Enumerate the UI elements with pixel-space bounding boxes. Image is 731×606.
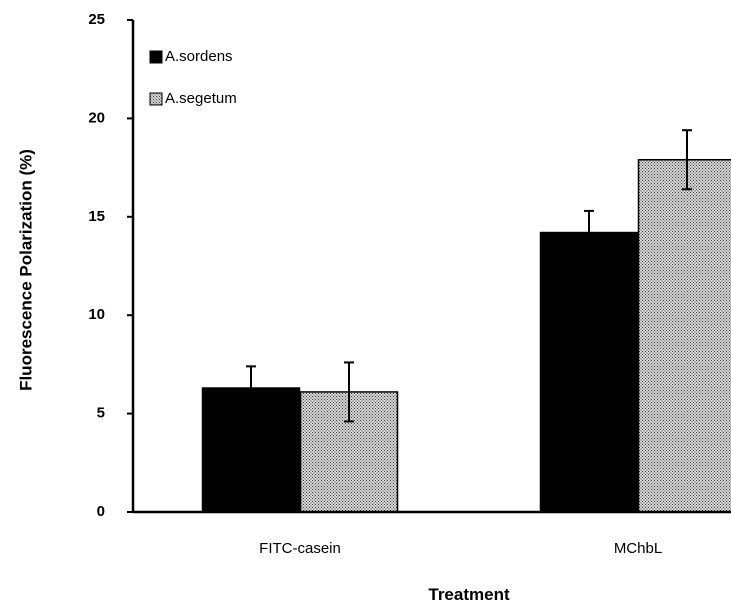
y-tick-label: 0 [97, 503, 105, 520]
legend: A.sordens A.segetum [149, 48, 237, 107]
y-tick-label: 10 [88, 306, 105, 323]
error-bars-layer [246, 129, 692, 423]
y-tick-label: 20 [88, 109, 105, 126]
y-tick-label: 5 [97, 405, 105, 422]
bar-a-sordens-mchbl [539, 231, 639, 513]
error-bar [344, 361, 354, 423]
x-axis-title: Treatment [428, 585, 510, 604]
y-tick-label: 15 [88, 208, 105, 225]
y-tick-label: 25 [88, 11, 105, 28]
x-category-label: MChbL [614, 540, 662, 557]
legend-swatch [149, 50, 163, 64]
y-axis-title: Fluorescence Polarization (%) [16, 149, 35, 391]
legend-swatch [149, 92, 163, 106]
legend-label: A.sordens [165, 48, 233, 65]
bar-a-segetum-mchbl [637, 158, 731, 513]
error-bar [246, 365, 256, 411]
error-bar [682, 129, 692, 191]
legend-label: A.segetum [165, 90, 237, 107]
bars-layer [201, 158, 731, 513]
x-category-labels: FITC-casein MChbL [259, 540, 662, 557]
x-category-label: FITC-casein [259, 540, 341, 557]
y-ticks: 0 5 10 15 20 25 [88, 11, 133, 520]
error-bar [584, 209, 594, 256]
